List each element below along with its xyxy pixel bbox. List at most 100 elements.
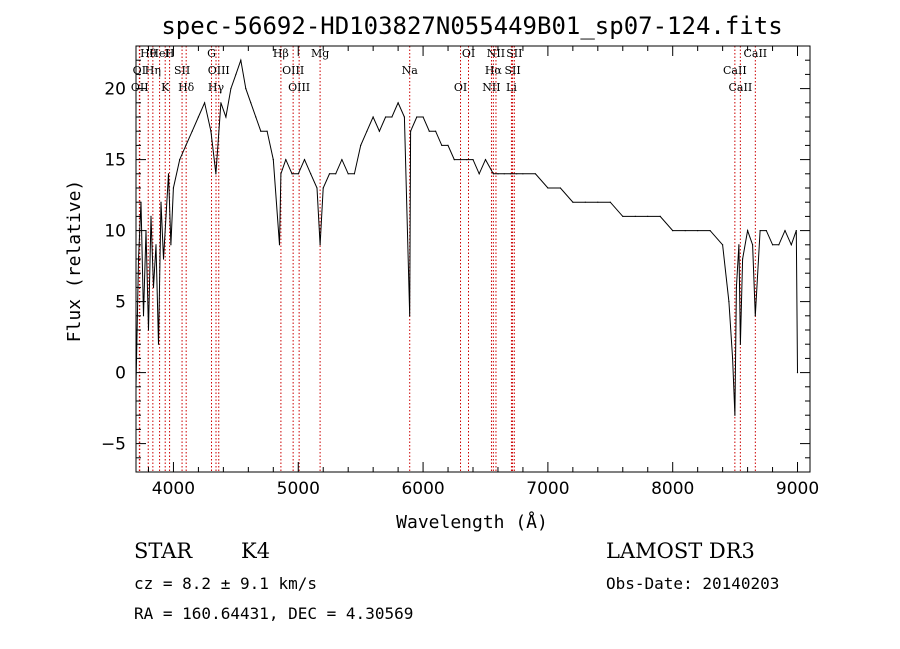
line-label: CaII xyxy=(723,64,747,77)
x-tick-label: 7000 xyxy=(526,479,569,499)
flux-point xyxy=(516,173,518,175)
spectral-line-labels: Hθ OI OII HeI HηK H SII Hδ G OIII Hγ Hβ OIII OIII Mg Na… xyxy=(131,47,767,94)
flux-point xyxy=(509,173,511,175)
line-label: Mg xyxy=(311,47,329,60)
x-tick-label: 9000 xyxy=(776,479,819,499)
observation-date: Obs-Date: 20140203 xyxy=(606,574,780,593)
flux-point xyxy=(534,173,537,175)
flux-point xyxy=(278,244,281,246)
line-label: Li xyxy=(506,81,517,94)
flux-point xyxy=(197,116,199,118)
flux-point xyxy=(160,201,162,203)
flux-point xyxy=(739,343,742,345)
flux-point xyxy=(410,130,412,132)
coordinates-readout: RA = 160.64431, DEC = 4.30569 xyxy=(134,604,414,623)
flux-point xyxy=(722,244,724,246)
flux-point xyxy=(179,159,181,161)
flux-point xyxy=(170,244,172,246)
object-subclass: K4 xyxy=(241,539,271,563)
flux-point xyxy=(709,230,711,232)
line-label: Hβ xyxy=(273,47,289,60)
flux-point xyxy=(150,215,152,217)
flux-point xyxy=(385,116,387,118)
chart-title: spec-56692-HD103827N055449B01_sp07-124.f… xyxy=(161,12,782,40)
flux-point xyxy=(272,159,274,161)
flux-point xyxy=(796,372,799,374)
flux-point xyxy=(372,116,374,118)
object-class: STAR xyxy=(134,539,193,563)
flux-point xyxy=(784,230,786,232)
flux-point xyxy=(403,116,405,118)
flux-point xyxy=(742,258,744,260)
flux-point xyxy=(191,130,193,132)
x-tick-label: 5000 xyxy=(277,479,320,499)
line-label: SII xyxy=(504,64,520,77)
line-label: NII xyxy=(487,47,505,60)
flux-point xyxy=(754,315,756,317)
survey-name: LAMOST DR3 xyxy=(606,539,755,563)
line-label: OIII xyxy=(208,64,230,77)
flux-point xyxy=(250,102,252,104)
y-axis-label: Flux (relative) xyxy=(64,180,85,343)
flux-point xyxy=(416,116,418,118)
line-label: Hδ xyxy=(178,81,195,94)
flux-point xyxy=(732,357,734,359)
flux-point xyxy=(453,159,455,161)
line-label: OIII xyxy=(288,81,310,94)
flux-point xyxy=(291,173,293,175)
line-label: Hθ xyxy=(140,47,157,60)
line-label: Hγ xyxy=(208,81,225,94)
flux-point xyxy=(752,244,754,246)
flux-point xyxy=(235,73,237,75)
flux-point xyxy=(210,130,212,132)
flux-point xyxy=(697,230,699,232)
redshift-readout: cz = 8.2 ± 9.1 km/s xyxy=(134,574,318,593)
flux-point xyxy=(204,102,206,104)
flux-point xyxy=(310,173,312,175)
plot-frame xyxy=(135,45,811,473)
flux-point xyxy=(366,130,368,132)
line-label: Hη xyxy=(145,64,161,77)
flux-point xyxy=(466,159,468,161)
flux-point xyxy=(240,59,242,61)
flux-point xyxy=(225,116,227,118)
line-label: SII xyxy=(174,64,190,77)
y-tick-label: 15 xyxy=(104,151,126,171)
flux-point xyxy=(547,187,549,189)
flux-point xyxy=(634,215,636,217)
flux-point xyxy=(215,173,217,175)
flux-point xyxy=(230,88,232,90)
flux-series xyxy=(135,58,799,416)
flux-point xyxy=(522,173,524,175)
flux-point xyxy=(759,230,761,232)
flux-point xyxy=(441,144,443,146)
line-label: Hα xyxy=(485,64,503,77)
flux-point xyxy=(397,102,399,104)
spectral-line-markers xyxy=(138,46,756,472)
x-tick-label: 8000 xyxy=(651,479,694,499)
flux-point xyxy=(647,215,649,217)
axes: 4000 5000 6000 7000 8000 9000 −5 0 5 10 15 20 xyxy=(101,45,819,499)
flux-point xyxy=(220,102,222,104)
line-label: OI xyxy=(454,81,467,94)
flux-point xyxy=(297,173,299,175)
y-tick-label: −5 xyxy=(101,435,126,455)
flux-point xyxy=(790,244,792,246)
flux-point xyxy=(728,301,730,303)
flux-point xyxy=(167,173,170,175)
flux-point xyxy=(484,159,487,161)
line-label: Na xyxy=(402,64,419,77)
flux-point xyxy=(422,116,424,118)
flux-point xyxy=(734,414,736,416)
flux-point xyxy=(341,159,343,161)
flux-point xyxy=(738,244,740,246)
flux-point xyxy=(772,244,774,246)
flux-line xyxy=(135,58,798,416)
flux-point xyxy=(684,230,686,232)
flux-point xyxy=(765,230,767,232)
line-label: H xyxy=(165,47,175,60)
flux-point xyxy=(280,173,282,175)
flux-point xyxy=(497,173,499,175)
line-label: OIII xyxy=(282,64,304,77)
flux-point xyxy=(147,329,150,331)
